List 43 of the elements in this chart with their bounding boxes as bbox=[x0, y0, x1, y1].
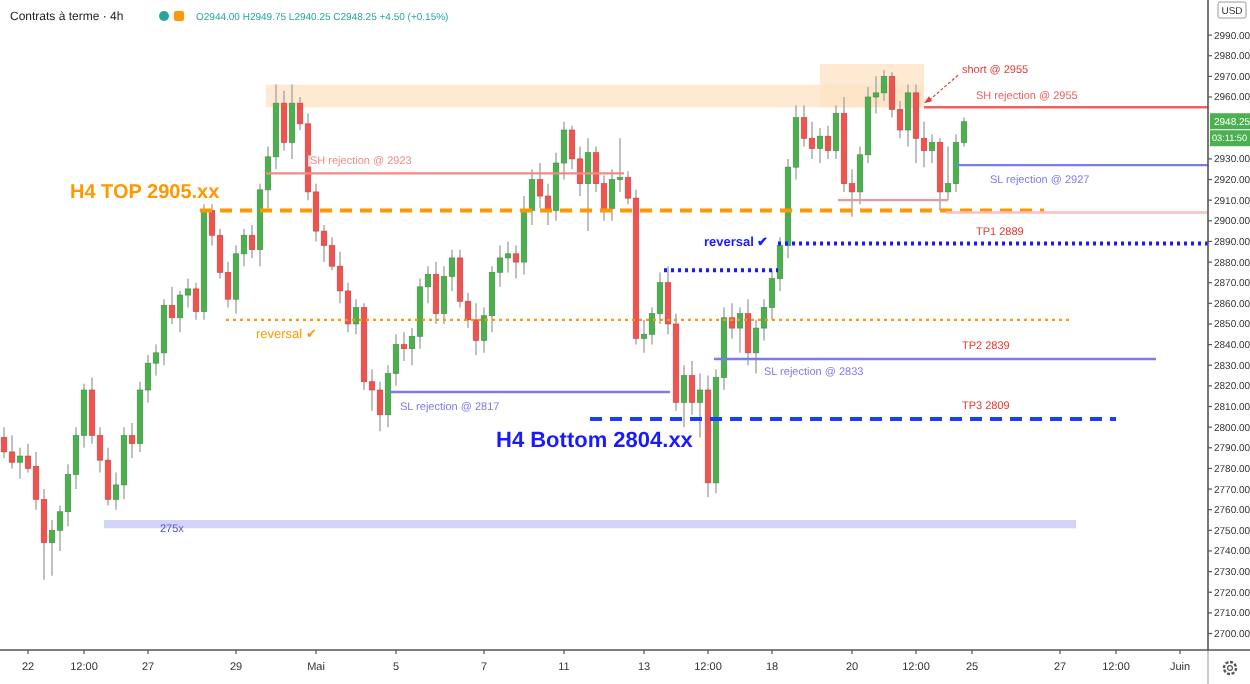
candlestick bbox=[528, 168, 536, 226]
candlestick bbox=[744, 298, 752, 367]
candlestick bbox=[904, 83, 912, 148]
candlestick bbox=[512, 244, 520, 280]
candlestick bbox=[160, 298, 168, 367]
candlestick bbox=[352, 298, 360, 336]
candlestick bbox=[736, 306, 744, 354]
candlestick bbox=[168, 286, 176, 325]
candlestick bbox=[376, 380, 384, 433]
candlestick bbox=[800, 104, 808, 148]
candlestick bbox=[288, 83, 296, 160]
candlestick bbox=[816, 127, 824, 164]
candlestick bbox=[928, 133, 936, 164]
candlestick bbox=[912, 83, 920, 164]
candlestick bbox=[640, 319, 648, 354]
candlestick bbox=[504, 240, 512, 274]
candlestick bbox=[128, 422, 136, 459]
candlestick bbox=[8, 434, 16, 470]
candlestick bbox=[176, 290, 184, 334]
candlestick bbox=[688, 360, 696, 416]
candlestick bbox=[824, 125, 832, 160]
candlestick bbox=[696, 372, 704, 439]
candlestick bbox=[0, 426, 8, 459]
candlestick bbox=[280, 89, 288, 152]
candlestick bbox=[680, 364, 688, 428]
candlestick bbox=[192, 281, 200, 321]
candlestick bbox=[536, 162, 544, 210]
candlestick bbox=[48, 519, 56, 577]
candlestick bbox=[400, 331, 408, 362]
candlestick bbox=[944, 145, 952, 201]
ref-line-label: H4 TOP 2905.xx bbox=[70, 182, 221, 205]
candlestick bbox=[248, 224, 256, 259]
candlestick bbox=[472, 302, 480, 356]
candlestick bbox=[432, 261, 440, 325]
candlestick bbox=[832, 104, 840, 160]
ref-line-label: H4 Bottom 2804.xx bbox=[496, 428, 695, 453]
candlestick bbox=[488, 265, 496, 334]
candlestick bbox=[16, 446, 24, 480]
candlestick bbox=[440, 265, 448, 325]
candlestick bbox=[880, 69, 888, 102]
candlestick bbox=[608, 168, 616, 222]
candlestick bbox=[728, 302, 736, 340]
candlestick bbox=[808, 120, 816, 160]
